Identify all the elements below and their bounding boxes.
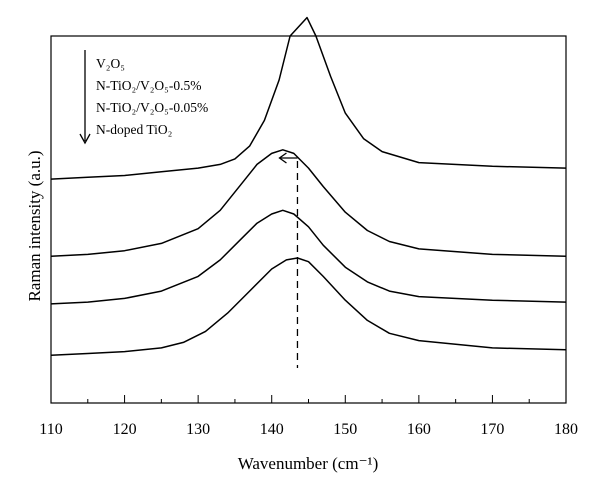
x-tick-label: 130 [186, 421, 210, 438]
legend-arrow-head [79, 133, 91, 145]
shift-arrow-head [278, 152, 287, 164]
series-line-1 [50, 149, 567, 257]
x-axis-label: Wavenumber (cm⁻¹) [238, 454, 379, 473]
x-tick-label: 180 [554, 421, 578, 438]
x-tick-label: 160 [407, 421, 431, 438]
y-axis-label: Raman intensity (a.u.) [25, 150, 44, 301]
series-line-3 [50, 257, 567, 357]
legend-entry-n-doped-tio2: N-doped TiO₂ [96, 122, 172, 137]
x-tick-label: 120 [113, 421, 137, 438]
legend-entry-v2o5: V₂O₅ [96, 56, 125, 71]
legend-entry-ntio2-v2o5-0-05: N-TiO₂/V₂O₅-0.05% [96, 100, 208, 115]
legend: V₂O₅ N-TiO₂/V₂O₅-0.5% N-TiO₂/V₂O₅-0.05% … [79, 50, 208, 145]
x-tick-label: 170 [480, 421, 504, 438]
series-line-0 [50, 16, 567, 180]
legend-entry-ntio2-v2o5-0-5: N-TiO₂/V₂O₅-0.5% [96, 78, 202, 93]
x-tick-label: 140 [260, 421, 284, 438]
x-tick-label: 110 [39, 421, 62, 438]
series-line-2 [50, 209, 567, 305]
x-tick-label: 150 [333, 421, 357, 438]
